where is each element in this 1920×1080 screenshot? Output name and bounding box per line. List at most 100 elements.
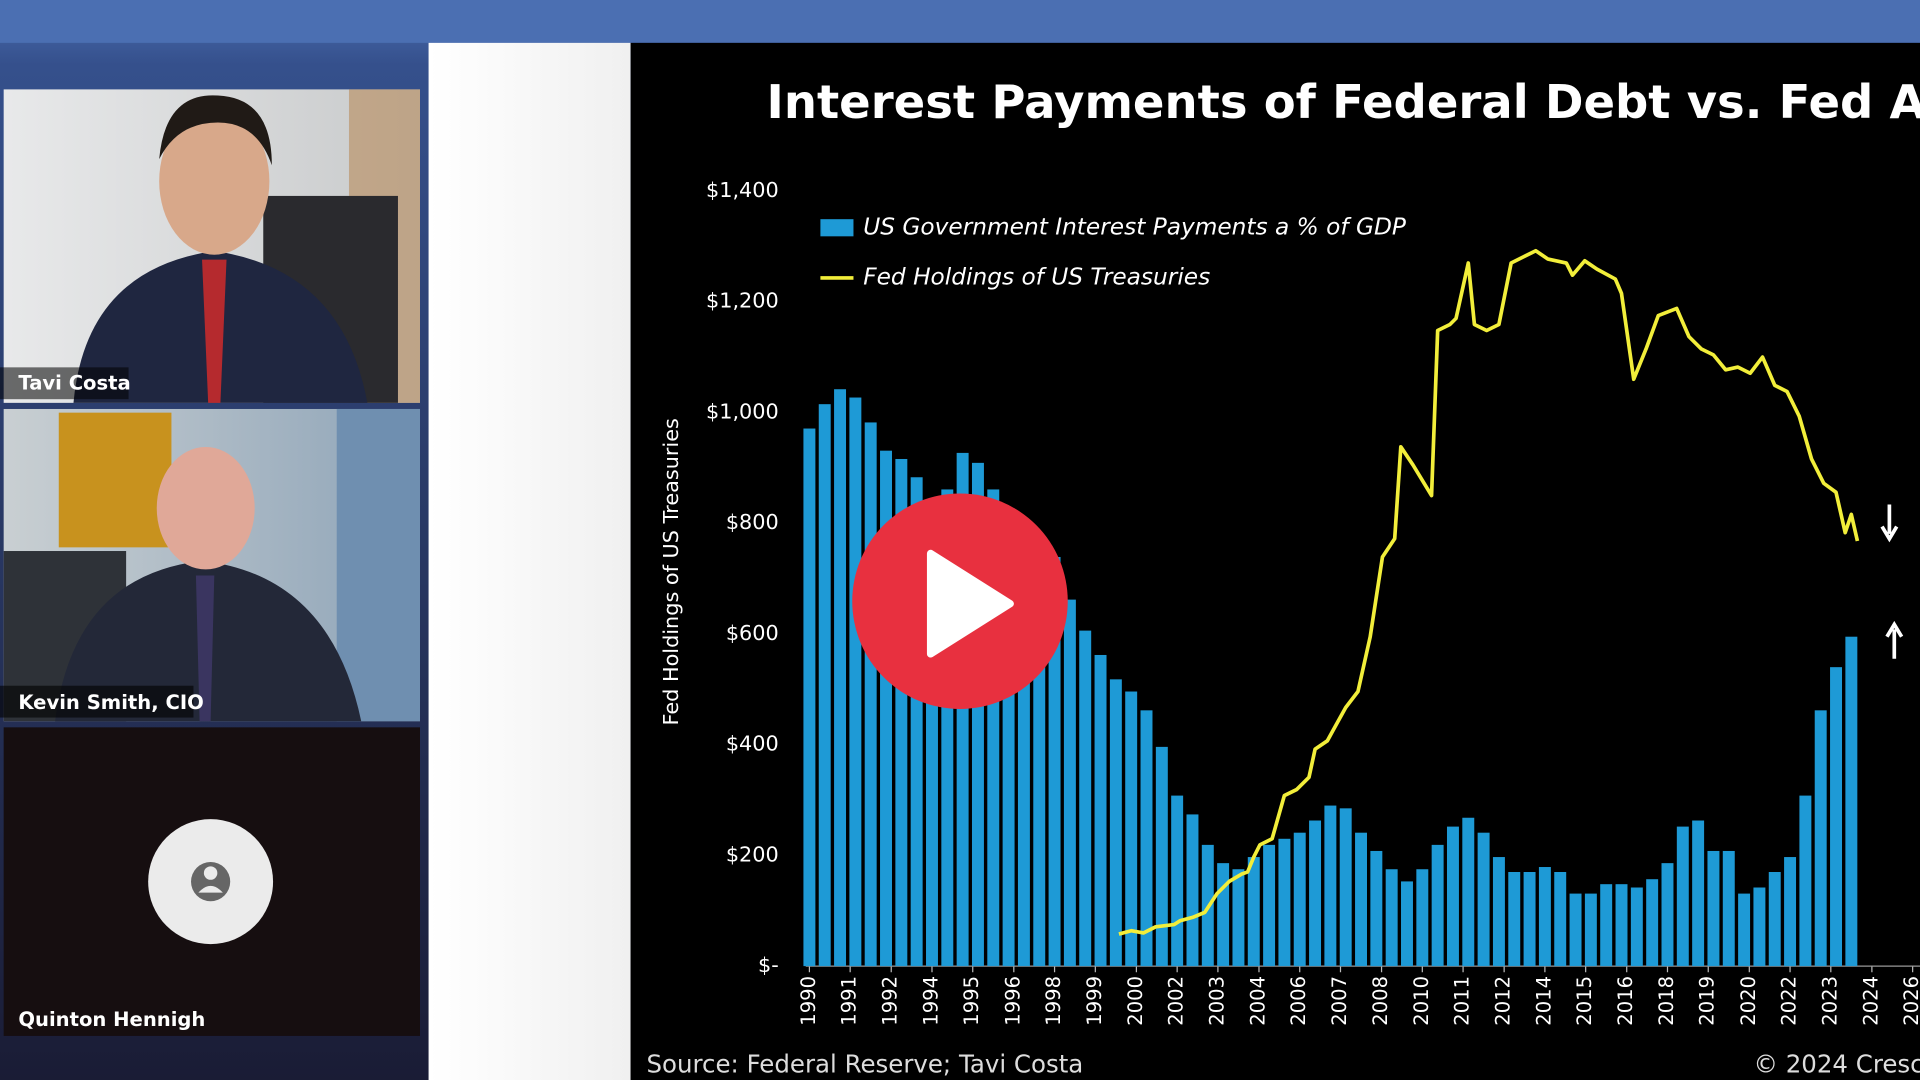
bar — [1554, 872, 1567, 967]
bar — [971, 462, 984, 967]
bar — [1339, 808, 1352, 967]
bar — [880, 450, 892, 967]
bar — [1630, 887, 1643, 967]
bar — [1799, 795, 1812, 967]
video-tile[interactable]: Tavi Costa — [0, 89, 421, 403]
bar — [941, 489, 954, 967]
hair — [159, 95, 272, 166]
bar — [1615, 884, 1628, 967]
bar — [1247, 857, 1260, 967]
bar — [956, 452, 969, 967]
x-tick-label: 2006 — [1287, 976, 1310, 1026]
name-tag — [0, 367, 129, 400]
x-tick-label: 2011 — [1451, 976, 1474, 1026]
legend-label: Fed Holdings of US Treasuries — [863, 263, 1210, 290]
x-tick-label: 2000 — [1124, 976, 1147, 1026]
chart-title: Interest Payments of Federal Debt vs. Fe… — [767, 75, 1920, 129]
bar — [1263, 844, 1276, 967]
bar — [1309, 820, 1322, 967]
bar — [1707, 850, 1720, 967]
source: Source: Federal Reserve; Tavi Costa — [647, 1049, 1084, 1078]
bar — [1048, 556, 1061, 967]
y-tick-label: $1,200 — [706, 289, 779, 313]
x-tick-label: 2018 — [1655, 976, 1678, 1026]
bar — [1538, 867, 1551, 967]
participant-name: Quinton Hennigh — [18, 1008, 205, 1031]
x-tick-label: 2019 — [1696, 976, 1719, 1026]
bar — [1063, 599, 1076, 967]
head — [156, 446, 255, 570]
down-arrow — [1880, 504, 1899, 543]
x-tick-label: 2026 — [1900, 976, 1920, 1026]
x-tick-label: 2016 — [1614, 976, 1637, 1026]
avatar-icon-head — [203, 866, 218, 880]
bar — [1171, 795, 1184, 967]
bar — [910, 477, 923, 967]
y-tick-label: $200 — [726, 842, 779, 866]
bar — [1186, 814, 1199, 967]
bar — [1738, 893, 1751, 967]
video-tile[interactable]: Quinton Hennigh — [3, 727, 421, 1036]
y-tick-label: $- — [758, 953, 779, 977]
bar — [1033, 544, 1046, 967]
bar — [1370, 850, 1383, 967]
x-tick-label: 2004 — [1246, 976, 1269, 1026]
bar — [1508, 872, 1521, 967]
legend-label: US Government Interest Payments a % of G… — [863, 213, 1406, 240]
bar — [1232, 869, 1245, 967]
x-tick-label: 2002 — [1165, 976, 1188, 1026]
bar — [1569, 893, 1582, 967]
bar — [1355, 832, 1367, 967]
bar — [1385, 869, 1398, 967]
copyright: © 2024 Cresc — [1753, 1049, 1920, 1078]
top-bar — [0, 0, 1920, 43]
bar — [1814, 710, 1827, 967]
bar — [1446, 826, 1459, 967]
bar — [1784, 857, 1797, 967]
bar — [1845, 636, 1858, 967]
bar — [1431, 844, 1444, 967]
bar — [1217, 863, 1230, 967]
video-tile[interactable]: Kevin Smith, CIO — [0, 408, 421, 722]
participant-name: Kevin Smith, CIO — [18, 691, 203, 714]
bar — [1140, 710, 1153, 967]
bar — [1125, 691, 1138, 967]
bar — [1768, 872, 1781, 967]
annotation-arrows — [1880, 504, 1904, 659]
bar — [1293, 832, 1306, 967]
x-tick-label: 1999 — [1083, 976, 1106, 1026]
up-arrow — [1885, 620, 1904, 659]
bar — [1094, 654, 1107, 967]
x-tick-label: 2022 — [1778, 976, 1801, 1026]
x-tick-label: 1995 — [960, 976, 983, 1026]
tie — [202, 259, 227, 403]
bar — [1462, 817, 1475, 967]
x-tick-label: 2007 — [1328, 976, 1351, 1026]
y-tick-label: $400 — [726, 732, 779, 756]
bar — [1401, 881, 1413, 967]
bar — [1477, 832, 1490, 967]
bar — [1079, 630, 1092, 967]
play-button[interactable] — [852, 493, 1068, 709]
slide-margin — [428, 42, 631, 1080]
bar — [1830, 667, 1843, 967]
bar — [926, 499, 938, 967]
bar — [1600, 884, 1613, 967]
x-tick-label: 2012 — [1492, 976, 1515, 1026]
avatar-icon-body — [198, 885, 223, 893]
bar — [1002, 508, 1015, 967]
y-tick-label: $1,000 — [706, 399, 779, 423]
participant-name: Tavi Costa — [18, 371, 130, 394]
y-tick-label: $600 — [726, 621, 779, 645]
name-tag — [0, 685, 194, 718]
wall-art — [58, 412, 172, 548]
line — [1118, 248, 1860, 936]
bar — [1584, 893, 1597, 967]
bar — [803, 428, 816, 967]
bar — [1676, 826, 1689, 967]
bar — [1278, 838, 1291, 967]
x-tick-label: 2014 — [1532, 976, 1555, 1026]
bar — [1109, 679, 1122, 967]
